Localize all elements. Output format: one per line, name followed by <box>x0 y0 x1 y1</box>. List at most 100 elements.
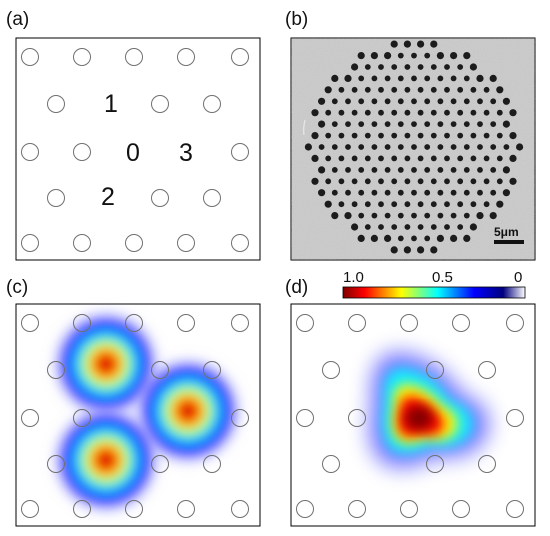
sem-hole <box>331 144 338 150</box>
sem-hole <box>404 224 411 230</box>
sem-hole <box>397 75 404 82</box>
sem-hole <box>390 246 398 254</box>
sem-hole <box>470 178 477 185</box>
sem-hole <box>436 234 444 242</box>
sem-hole <box>430 86 437 93</box>
sem-hole <box>424 144 431 150</box>
sem-hole <box>390 40 398 48</box>
lattice-holes <box>21 314 249 518</box>
sem-hole <box>364 64 371 70</box>
scale-bar <box>494 240 524 244</box>
sem-hole <box>417 40 425 48</box>
lattice-hole <box>151 95 169 113</box>
sem-hole <box>345 98 351 105</box>
lattice-hole <box>231 409 249 427</box>
sem-hole <box>450 234 458 242</box>
sem-hole <box>463 234 471 242</box>
sem-hole <box>503 144 510 150</box>
sem-holes <box>304 40 524 254</box>
sem-hole <box>463 121 470 127</box>
sem-hole <box>502 120 510 128</box>
mode-lobe-2 <box>50 404 162 516</box>
sem-hole <box>351 132 358 139</box>
lattice-hole <box>322 455 340 473</box>
sem-hole <box>430 224 437 230</box>
sem-hole <box>325 178 332 185</box>
sem-hole <box>391 201 398 208</box>
colorbar-tick-label: 0.5 <box>432 269 453 286</box>
intensity-map <box>369 352 489 468</box>
lattice-hole <box>47 95 65 113</box>
sem-hole <box>318 120 326 128</box>
lattice-hole <box>177 500 195 518</box>
sem-hole <box>424 52 431 59</box>
lattice-holes <box>21 48 249 252</box>
sem-hole <box>489 212 497 220</box>
sem-hole <box>444 178 450 185</box>
sem-hole <box>378 109 384 116</box>
sem-hole <box>463 144 470 150</box>
sem-hole <box>496 132 503 139</box>
colorbar-tick-label: 1.0 <box>343 269 364 286</box>
sem-hole <box>345 189 351 196</box>
sem-hole <box>450 189 457 196</box>
sem-hole <box>496 200 504 208</box>
lattice-hole <box>21 409 39 427</box>
sem-hole <box>397 167 404 173</box>
sem-hole <box>364 201 371 208</box>
sem-hole <box>351 63 359 71</box>
lattice-hole <box>203 361 221 379</box>
sem-hole <box>424 75 431 82</box>
sem-hole <box>325 132 332 139</box>
sem-hole <box>338 155 345 162</box>
sem-hole <box>450 167 457 173</box>
sem-hole <box>496 178 503 185</box>
sem-hole <box>437 75 444 82</box>
lattice-hole <box>21 48 39 66</box>
lattice-hole <box>348 314 366 332</box>
sem-hole <box>450 75 457 82</box>
sem-hole <box>391 109 398 116</box>
sem-hole <box>424 98 431 105</box>
sem-hole <box>404 109 411 116</box>
sem-hole <box>397 189 404 196</box>
sem-hole <box>378 132 384 139</box>
intensity-map <box>50 308 244 516</box>
sem-hole <box>371 212 378 219</box>
sem-hole <box>331 98 338 105</box>
sem-hole <box>351 155 358 162</box>
lattice-hole <box>203 189 221 207</box>
sem-hole <box>509 132 517 140</box>
lattice-hole <box>151 361 169 379</box>
sem-hole <box>417 155 424 162</box>
sem-hole <box>384 52 392 60</box>
panel-b: (b) 5μm <box>285 9 536 261</box>
sem-hole <box>470 201 477 208</box>
sem-hole <box>470 86 477 93</box>
sem-hole <box>417 109 424 116</box>
sem-hole <box>444 155 450 162</box>
sem-hole <box>384 167 391 173</box>
sem-hole <box>477 98 483 105</box>
sem-hole <box>411 235 417 242</box>
sem-hole <box>357 234 365 242</box>
sem-hole <box>477 189 483 196</box>
sem-hole <box>502 97 510 105</box>
lattice-hole <box>73 500 91 518</box>
sem-hole <box>417 178 424 185</box>
sem-hole <box>311 132 319 140</box>
sem-hole <box>483 178 490 185</box>
lattice-hole <box>506 314 524 332</box>
sem-hole <box>490 98 497 105</box>
sem-hole <box>331 167 338 173</box>
sem-hole <box>437 212 444 219</box>
lattice-hole <box>21 500 39 518</box>
sem-hole <box>483 201 490 208</box>
sem-hole <box>345 167 351 173</box>
sem-hole <box>417 246 425 254</box>
sem-hole <box>411 189 417 196</box>
sem-hole <box>457 64 464 70</box>
sem-hole <box>417 64 424 70</box>
sem-hole <box>403 246 411 254</box>
sem-hole <box>436 52 444 60</box>
